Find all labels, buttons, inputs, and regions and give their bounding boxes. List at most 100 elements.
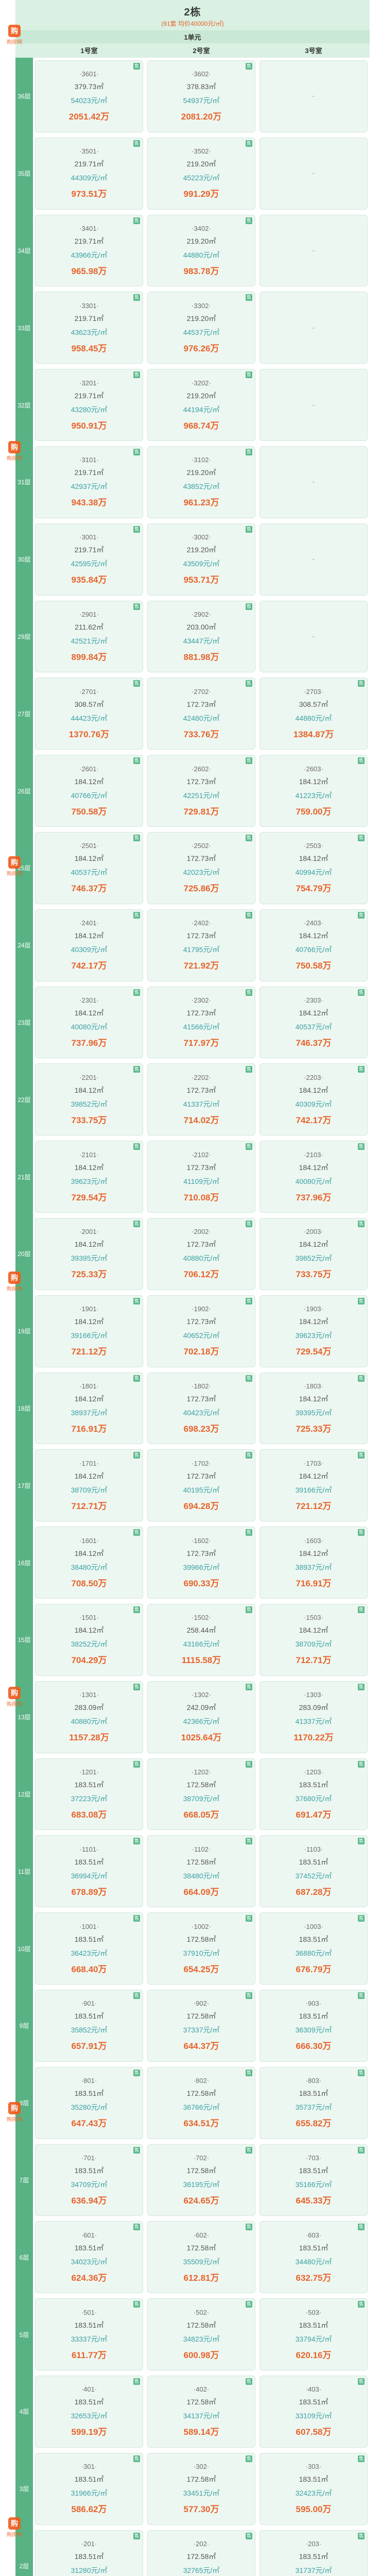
unit-cell[interactable]: 售 ·2902· 203.00㎡ 43447元/㎡ 881.98万	[147, 600, 255, 673]
unit-cell[interactable]: 售 ·1001· 183.51㎡ 36423元/㎡ 668.40万	[35, 1912, 143, 1985]
unit-cell[interactable]: 售 ·1902· 172.73㎡ 40652元/㎡ 702.18万	[147, 1295, 255, 1367]
unit-cell[interactable]: 售 ·701· 183.51㎡ 34709元/㎡ 636.94万	[35, 2144, 143, 2216]
unit-cell[interactable]: 售 ·2301· 184.12㎡ 40080元/㎡ 737.96万	[35, 986, 143, 1059]
unit-cell[interactable]: 售 ·603· 183.51㎡ 34480元/㎡ 632.75万	[259, 2221, 368, 2294]
unit-cell[interactable]: 售 ·302· 172.58㎡ 33451元/㎡ 577.30万	[147, 2452, 255, 2525]
unit-cell[interactable]: 售 ·803· 183.51㎡ 35737元/㎡ 655.82万	[259, 2066, 368, 2139]
unit-cell[interactable]: 售 ·3601· 379.73㎡ 54023元/㎡ 2051.42万	[35, 60, 143, 132]
unit-cell[interactable]: 售 ·2703· 308.57㎡ 44880元/㎡ 1384.87万	[259, 677, 368, 750]
unit-cell[interactable]: 售 ·1502· 258.44㎡ 43166元/㎡ 1115.58万	[147, 1603, 255, 1676]
unit-cell[interactable]: 售 ·901· 183.51㎡ 35852元/㎡ 657.91万	[35, 1989, 143, 2062]
unit-cell[interactable]: 售 ·1101· 183.51㎡ 36994元/㎡ 678.89万	[35, 1835, 143, 1908]
unit-cell[interactable]: 售 ·402· 172.58㎡ 34137元/㎡ 589.14万	[147, 2375, 255, 2448]
unit-cell[interactable]: 售 ·1201· 183.51㎡ 37223元/㎡ 683.08万	[35, 1758, 143, 1831]
unit-cell[interactable]: 售 ·1601· 184.12㎡ 38480元/㎡ 708.50万	[35, 1527, 143, 1599]
unit-cell[interactable]: 售 ·2203· 184.12㎡ 40309元/㎡ 742.17万	[259, 1063, 368, 1136]
unit-cell[interactable]: 售 ·3502· 219.20㎡ 45223元/㎡ 991.29万	[147, 137, 255, 210]
unit-cell[interactable]: 售 ·1701· 184.12㎡ 38709元/㎡ 712.71万	[35, 1449, 143, 1522]
unit-cell[interactable]: 售 ·2601· 184.12㎡ 40766元/㎡ 750.58万	[35, 755, 143, 827]
unit-cell[interactable]: 售 ·1803· 184.12㎡ 39395元/㎡ 725.33万	[259, 1372, 368, 1445]
room-area: 183.51㎡	[299, 2475, 328, 2484]
unit-cell[interactable]: 售 ·1802· 172.73㎡ 40423元/㎡ 698.23万	[147, 1372, 255, 1445]
unit-cell[interactable]: 售 ·3301· 219.71㎡ 43623元/㎡ 958.45万	[35, 292, 143, 364]
unit-cell[interactable]: 售 ·1302· 242.09㎡ 42366元/㎡ 1025.64万	[147, 1681, 255, 1753]
unit-cell[interactable]: 售 ·2102· 172.73㎡ 41109元/㎡ 710.08万	[147, 1141, 255, 1213]
unit-cell[interactable]: 售 ·902· 172.58㎡ 37337元/㎡ 644.37万	[147, 1989, 255, 2062]
unit-cell[interactable]: 售 ·2401· 184.12㎡ 40309元/㎡ 742.17万	[35, 909, 143, 981]
unit-cell[interactable]: 售 ·3001· 219.71㎡ 42595元/㎡ 935.84万	[35, 523, 143, 596]
unit-cell[interactable]: 售 ·702· 172.58㎡ 36195元/㎡ 624.65万	[147, 2144, 255, 2216]
unit-cell[interactable]: 售 ·2202· 172.73㎡ 41337元/㎡ 714.02万	[147, 1063, 255, 1136]
unit-cell[interactable]: 售 ·2303· 184.12㎡ 40537元/㎡ 746.37万	[259, 986, 368, 1059]
unit-cell[interactable]: 售 ·2001· 184.12㎡ 39395元/㎡ 725.33万	[35, 1217, 143, 1290]
unit-cell[interactable]: 售 ·2302· 172.73㎡ 41566元/㎡ 717.97万	[147, 986, 255, 1059]
unit-cell[interactable]: 售 ·3501· 219.71㎡ 44309元/㎡ 973.51万	[35, 137, 143, 210]
unit-cell[interactable]: 售 ·2502· 172.73㎡ 42023元/㎡ 725.86万	[147, 832, 255, 904]
unit-cell[interactable]: 售 ·1102· 172.58㎡ 38480元/㎡ 664.09万	[147, 1835, 255, 1908]
unit-cell[interactable]: 售 ·3302· 219.20㎡ 44537元/㎡ 976.26万	[147, 292, 255, 364]
unit-cell[interactable]: 售 ·401· 183.51㎡ 32653元/㎡ 599.19万	[35, 2375, 143, 2448]
unit-cell[interactable]: 售 ·3602· 378.83㎡ 54937元/㎡ 2081.20万	[147, 60, 255, 132]
unit-cell[interactable]: 售 ·1202· 172.58㎡ 38709元/㎡ 668.05万	[147, 1758, 255, 1831]
unit-cell[interactable]: 售 ·2701· 308.57㎡ 44423元/㎡ 1370.76万	[35, 677, 143, 750]
unit-cell[interactable]: 售 ·1301· 283.09㎡ 40880元/㎡ 1157.28万	[35, 1681, 143, 1753]
unit-cell[interactable]: 售 ·3101· 219.71㎡ 42937元/㎡ 943.38万	[35, 446, 143, 518]
unit-cell[interactable]: 售 ·802· 172.58㎡ 36766元/㎡ 634.51万	[147, 2066, 255, 2139]
unit-cell[interactable]: 售 ·1602· 172.73㎡ 39966元/㎡ 690.33万	[147, 1527, 255, 1599]
unit-cell[interactable]: 售 ·703· 183.51㎡ 35166元/㎡ 645.33万	[259, 2144, 368, 2216]
unit-cell[interactable]: 售 ·601· 183.51㎡ 34023元/㎡ 624.36万	[35, 2221, 143, 2294]
unit-cell[interactable]: 售 ·2002· 172.73㎡ 40880元/㎡ 706.12万	[147, 1217, 255, 1290]
unit-cell[interactable]: 售 ·2201· 184.12㎡ 39852元/㎡ 733.75万	[35, 1063, 143, 1136]
unit-cell[interactable]: 售 ·3002· 219.20㎡ 43509元/㎡ 953.71万	[147, 523, 255, 596]
unit-cell[interactable]: 售 ·3102· 219.20㎡ 43852元/㎡ 961.23万	[147, 446, 255, 518]
unit-cell[interactable]: 售 ·403· 183.51㎡ 33109元/㎡ 607.58万	[259, 2375, 368, 2448]
unit-cell[interactable]: 售 ·2402· 172.73㎡ 41795元/㎡ 721.92万	[147, 909, 255, 981]
unit-cell[interactable]: 售 ·3401· 219.71㎡ 43966元/㎡ 965.98万	[35, 214, 143, 287]
unit-cell[interactable]: 售 ·1103· 183.51㎡ 37452元/㎡ 687.28万	[259, 1835, 368, 1908]
unit-cell[interactable]: 售 ·3402· 219.20㎡ 44880元/㎡ 983.78万	[147, 214, 255, 287]
unit-cell[interactable]: 售 ·2702· 172.73㎡ 42480元/㎡ 733.76万	[147, 677, 255, 750]
unit-tab[interactable]: 1单元	[15, 30, 370, 43]
unit-cell[interactable]: 售 ·1801· 184.12㎡ 38937元/㎡ 716.91万	[35, 1372, 143, 1445]
unit-cell[interactable]: 售 ·3202· 219.20㎡ 44194元/㎡ 968.74万	[147, 369, 255, 441]
unit-cell[interactable]: 售 ·1303· 283.09㎡ 41337元/㎡ 1170.22万	[259, 1681, 368, 1753]
unit-cell[interactable]: 售 ·2103· 184.12㎡ 40080元/㎡ 737.96万	[259, 1141, 368, 1213]
room-total-price: 632.75万	[296, 2273, 332, 2283]
unit-cell[interactable]: 售 ·2901· 211.62㎡ 42521元/㎡ 899.84万	[35, 600, 143, 673]
on-sale-badge: 售	[133, 1143, 140, 1150]
unit-cell[interactable]: 售 ·3201· 219.71㎡ 43280元/㎡ 950.91万	[35, 369, 143, 441]
unit-cell[interactable]: 售 ·2403· 184.12㎡ 40766元/㎡ 750.58万	[259, 909, 368, 981]
unit-cell[interactable]: 售 ·2501· 184.12㎡ 40537元/㎡ 746.37万	[35, 832, 143, 904]
unit-cell[interactable]: 售 ·502· 172.58㎡ 34823元/㎡ 600.98万	[147, 2298, 255, 2370]
unit-cell[interactable]: 售 ·1702· 172.73㎡ 40195元/㎡ 694.28万	[147, 1449, 255, 1522]
unit-cell[interactable]: 售 ·1901· 184.12㎡ 39166元/㎡ 721.12万	[35, 1295, 143, 1367]
unit-cell[interactable]: 售 ·2603· 184.12㎡ 41223元/㎡ 759.00万	[259, 755, 368, 827]
unit-cell[interactable]: 售 ·501· 183.51㎡ 33337元/㎡ 611.77万	[35, 2298, 143, 2370]
unit-cell[interactable]: 售 ·1603· 184.12㎡ 38937元/㎡ 716.91万	[259, 1527, 368, 1599]
unit-cell[interactable]: 售 ·1002· 172.58㎡ 37910元/㎡ 654.25万	[147, 1912, 255, 1985]
unit-cell[interactable]: 售 ·2003· 184.12㎡ 39852元/㎡ 733.75万	[259, 1217, 368, 1290]
unit-cell[interactable]: 售 ·301· 183.51㎡ 31966元/㎡ 586.62万	[35, 2452, 143, 2525]
unit-cell[interactable]: 售 ·1501· 184.12㎡ 38252元/㎡ 704.29万	[35, 1603, 143, 1676]
unit-cell[interactable]: 售 ·1703· 184.12㎡ 39166元/㎡ 721.12万	[259, 1449, 368, 1522]
unit-cell[interactable]: 售 ·2101· 184.12㎡ 39623元/㎡ 729.54万	[35, 1141, 143, 1213]
unit-cell[interactable]: 售 ·1903· 184.12㎡ 39623元/㎡ 729.54万	[259, 1295, 368, 1367]
unit-cell[interactable]: 售 ·1503· 184.12㎡ 38709元/㎡ 712.71万	[259, 1603, 368, 1676]
unit-cell[interactable]: 售 ·303· 183.51㎡ 32423元/㎡ 595.00万	[259, 2452, 368, 2525]
unit-cell[interactable]: 售 ·1203· 183.51㎡ 37680元/㎡ 691.47万	[259, 1758, 368, 1831]
floor-label: 25层	[15, 829, 33, 907]
unit-cell[interactable]: 售 ·903· 183.51㎡ 36309元/㎡ 666.30万	[259, 1989, 368, 2062]
unit-cell[interactable]: 售 ·1003· 183.51㎡ 36880元/㎡ 676.79万	[259, 1912, 368, 1985]
unit-cell[interactable]: 售 ·801· 183.51㎡ 35280元/㎡ 647.43万	[35, 2066, 143, 2139]
room-total-price: 668.40万	[71, 1964, 107, 1974]
unit-cell[interactable]: 售 ·2503· 184.12㎡ 40994元/㎡ 754.79万	[259, 832, 368, 904]
room-number: ·1302·	[192, 1691, 211, 1699]
unit-cell[interactable]: 售 ·602· 172.58㎡ 35509元/㎡ 612.81万	[147, 2221, 255, 2294]
room-number: ·1101·	[79, 1845, 99, 1853]
unit-cell[interactable]: 售 ·2602· 172.73㎡ 42251元/㎡ 729.81万	[147, 755, 255, 827]
empty-cell: -	[259, 60, 368, 132]
unit-cell[interactable]: 售 ·503· 183.51㎡ 33794元/㎡ 620.16万	[259, 2298, 368, 2370]
